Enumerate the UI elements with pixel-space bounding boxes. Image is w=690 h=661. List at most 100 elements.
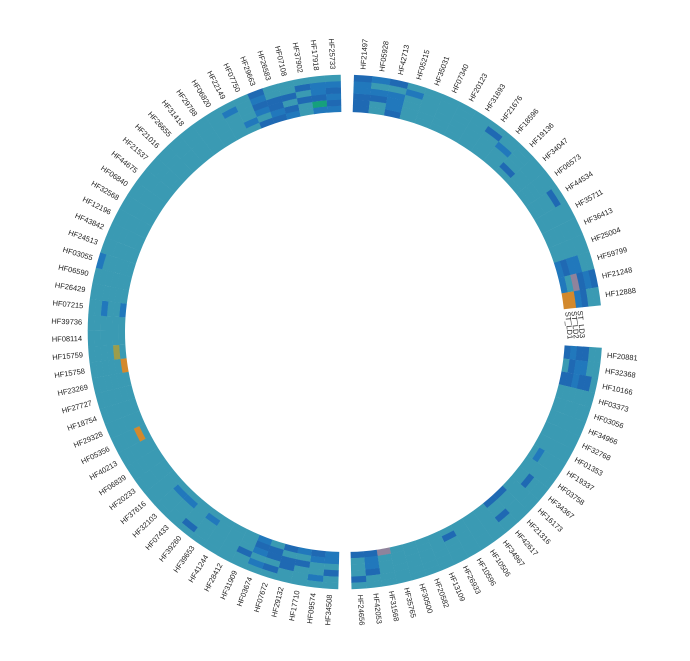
heatmap-cell xyxy=(495,166,512,183)
heatmap-cell xyxy=(146,211,159,227)
heatmap-cell xyxy=(254,105,271,118)
heatmap-cell xyxy=(197,522,214,537)
heatmap-cell xyxy=(503,157,521,174)
heatmap-cell xyxy=(593,347,602,364)
heatmap-cell xyxy=(195,121,213,136)
heatmap-cell xyxy=(575,346,584,361)
heatmap-cell xyxy=(402,100,421,112)
heatmap-cell xyxy=(146,176,161,193)
heatmap-cell xyxy=(105,405,117,423)
heatmap-cell xyxy=(567,433,581,451)
heatmap-cell xyxy=(134,220,147,237)
heatmap-cell xyxy=(110,419,123,437)
heatmap-cell xyxy=(366,580,383,589)
heatmap-cell xyxy=(119,194,133,212)
heatmap-cell xyxy=(559,258,571,277)
heatmap-cell xyxy=(230,122,247,135)
heatmap-cell xyxy=(474,140,492,157)
heatmap-cell xyxy=(240,110,258,123)
heatmap-cell xyxy=(160,149,177,166)
row-label: HF25733 xyxy=(327,38,337,69)
heatmap-cell xyxy=(128,397,140,414)
heatmap-cell xyxy=(178,498,194,514)
heatmap-cell xyxy=(112,241,124,259)
heatmap-cell xyxy=(551,185,567,205)
heatmap-cell xyxy=(264,89,282,101)
heatmap-cell xyxy=(129,248,141,265)
heatmap-cell xyxy=(519,455,533,471)
heatmap-cell xyxy=(259,117,275,129)
heatmap-cell xyxy=(527,444,540,460)
heatmap-cell xyxy=(520,473,535,489)
heatmap-cell xyxy=(119,302,127,318)
heatmap-cell xyxy=(436,105,455,119)
heatmap-cell xyxy=(177,480,192,495)
heatmap-cell xyxy=(100,330,107,347)
heatmap-cell xyxy=(572,388,583,405)
heatmap-cell xyxy=(95,284,105,301)
heatmap-cell xyxy=(110,436,124,454)
heatmap-cell xyxy=(106,301,115,317)
heatmap-cell xyxy=(446,541,463,554)
heatmap-cell xyxy=(543,472,559,489)
heatmap-cell xyxy=(323,569,339,577)
heatmap-cell xyxy=(530,178,547,197)
row-label: HF12888 xyxy=(605,286,637,299)
track-label: ST_LD1 xyxy=(563,311,574,339)
heatmap-cell xyxy=(208,507,224,521)
heatmap-cell xyxy=(534,465,548,482)
heatmap-cell xyxy=(112,316,120,332)
heatmap-cell xyxy=(562,400,574,416)
heatmap-cell xyxy=(120,358,129,373)
row-label: HF05928 xyxy=(377,40,390,72)
row-label: HF21676 xyxy=(499,94,525,124)
heatmap-cell xyxy=(454,107,474,122)
heatmap-cell xyxy=(119,386,130,402)
heatmap-cell xyxy=(351,569,366,577)
heatmap-cell xyxy=(235,99,253,112)
heatmap-cell xyxy=(431,117,450,130)
heatmap-cell xyxy=(353,87,372,95)
heatmap-cell xyxy=(516,143,534,162)
heatmap-cell xyxy=(451,112,471,128)
row-label: HF59799 xyxy=(596,245,628,262)
heatmap-cell xyxy=(424,87,444,101)
heatmap-cell xyxy=(294,559,311,569)
heatmap-cell xyxy=(591,286,601,306)
heatmap-cell xyxy=(156,184,171,200)
heatmap-cell xyxy=(247,557,265,570)
heatmap-cell xyxy=(547,228,561,246)
heatmap-cell xyxy=(150,161,166,178)
row-label: HF05215 xyxy=(414,49,431,81)
heatmap-cell xyxy=(551,426,564,442)
heatmap-cell xyxy=(124,197,139,215)
heatmap-cell xyxy=(122,431,135,448)
heatmap-cell xyxy=(490,146,509,163)
row-label: HF08114 xyxy=(52,334,83,344)
heatmap-cell xyxy=(429,536,445,548)
heatmap-cell xyxy=(309,81,326,90)
heatmap-cell xyxy=(438,524,454,537)
row-label: HF34508 xyxy=(323,594,334,625)
heatmap-cell xyxy=(459,534,476,547)
heatmap-cell xyxy=(139,438,153,455)
heatmap-cell xyxy=(140,207,154,224)
row-label: HF07108 xyxy=(273,45,289,77)
row-label: HF20881 xyxy=(607,351,639,363)
heatmap-cell xyxy=(535,174,552,193)
heatmap-cell xyxy=(125,463,141,481)
heatmap-cell xyxy=(378,559,394,569)
heatmap-cell xyxy=(123,399,134,416)
heatmap-cell xyxy=(221,105,239,119)
heatmap-cell xyxy=(416,111,435,124)
heatmap-cell xyxy=(494,141,513,158)
heatmap-cell xyxy=(379,565,395,575)
heatmap-cell xyxy=(107,256,119,273)
heatmap-cell xyxy=(551,411,563,427)
heatmap-cell xyxy=(438,558,455,571)
heatmap-cell xyxy=(433,111,453,125)
heatmap-cell xyxy=(310,549,326,558)
row-label: HF06573 xyxy=(553,152,583,178)
heatmap-cell xyxy=(555,384,566,399)
